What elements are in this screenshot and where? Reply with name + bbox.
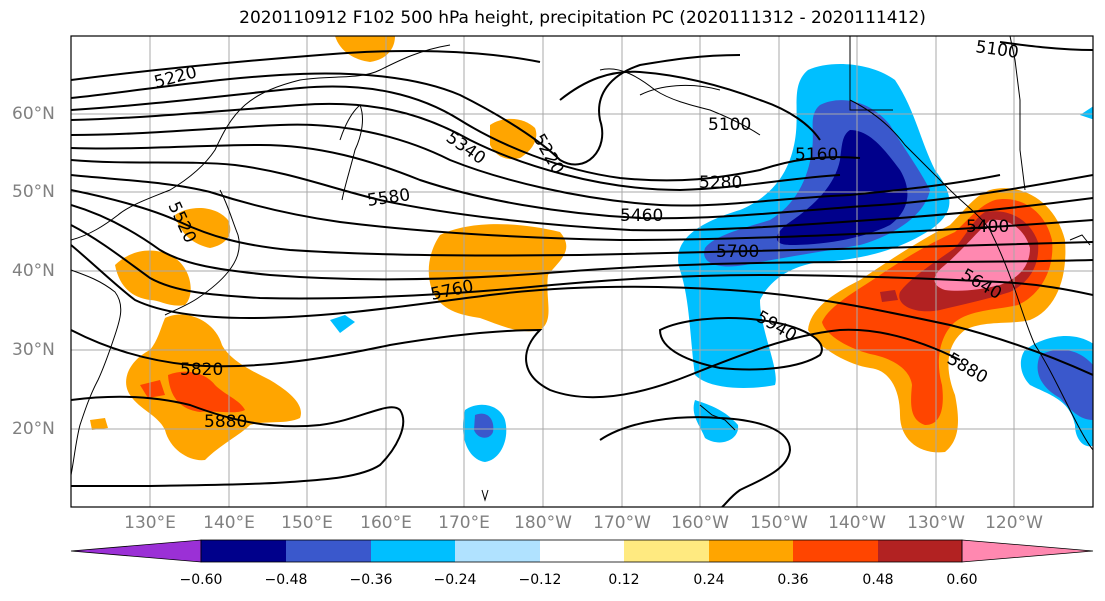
contour-label: 5580 (366, 185, 412, 211)
lon-label: 150°E (281, 513, 333, 533)
lon-label: 160°E (360, 513, 412, 533)
contour-label: 5100 (974, 37, 1020, 63)
coastlines (71, 36, 1093, 502)
colorbar-extend-low (70, 539, 202, 563)
map-area (71, 36, 1093, 507)
lon-label: 170°E (438, 513, 490, 533)
colorbar-frame (200, 539, 963, 563)
contour-label: 5700 (716, 242, 759, 262)
lon-label: 160°W (671, 513, 729, 533)
colorbar-tick-label: 0.48 (862, 572, 894, 588)
colorbar-segment (455, 540, 540, 562)
colorbar-segment (878, 540, 962, 562)
lat-label: 60°N (12, 104, 55, 124)
graticule (71, 36, 1093, 507)
lon-label: 140°E (203, 513, 255, 533)
contour-label: 5880 (204, 412, 247, 432)
colorbar-tick-label: 0.36 (777, 572, 809, 588)
lat-label: 30°N (12, 340, 55, 360)
contour-label: 5220 (152, 62, 199, 93)
contour-label: 5460 (620, 206, 663, 226)
lon-label: 170°W (593, 513, 651, 533)
contour-label: 5280 (699, 173, 742, 193)
colorbar-extend-high (961, 539, 1094, 563)
precip-shading (90, 36, 1093, 462)
colorbar-tick-label: −0.36 (349, 572, 393, 588)
map-title: 2020110912 F102 500 hPa height, precipit… (239, 8, 926, 28)
lon-label: 140°W (828, 513, 886, 533)
colorbar-tick-label: −0.24 (433, 572, 477, 588)
colorbar-tick-label: 0.60 (946, 572, 978, 588)
colorbar-tick-label: 0.24 (693, 572, 725, 588)
lon-label: 180°W (514, 513, 572, 533)
contour-label: 5340 (442, 128, 489, 169)
contour-label: 5220 (529, 131, 568, 178)
lon-label: 130°W (907, 513, 965, 533)
contour-label: 5160 (795, 145, 838, 165)
lat-label: 20°N (12, 419, 55, 439)
colorbar-segment (540, 540, 624, 562)
contour-label: 5820 (180, 360, 223, 380)
lat-label: 40°N (12, 261, 55, 281)
lon-label: 130°E (124, 513, 176, 533)
colorbar-tick-label: −0.48 (264, 572, 308, 588)
colorbar-segment (201, 540, 286, 562)
colorbar-segment (371, 540, 455, 562)
colorbar-tick-label: −0.60 (179, 572, 223, 588)
colorbar (70, 539, 1094, 563)
colorbar-segment (793, 540, 878, 562)
contour-label: 5400 (966, 217, 1009, 237)
contour-label: 5100 (708, 115, 751, 135)
height-contours (71, 41, 1093, 507)
lat-label: 50°N (12, 182, 55, 202)
colorbar-segment (286, 540, 371, 562)
colorbar-segment (624, 540, 709, 562)
colorbar-segment (709, 540, 793, 562)
map-frame (70, 35, 1094, 508)
lon-label: 120°W (985, 513, 1043, 533)
colorbar-tick-label: −0.12 (518, 572, 562, 588)
colorbar-tick-label: 0.12 (608, 572, 640, 588)
lon-label: 150°W (750, 513, 808, 533)
